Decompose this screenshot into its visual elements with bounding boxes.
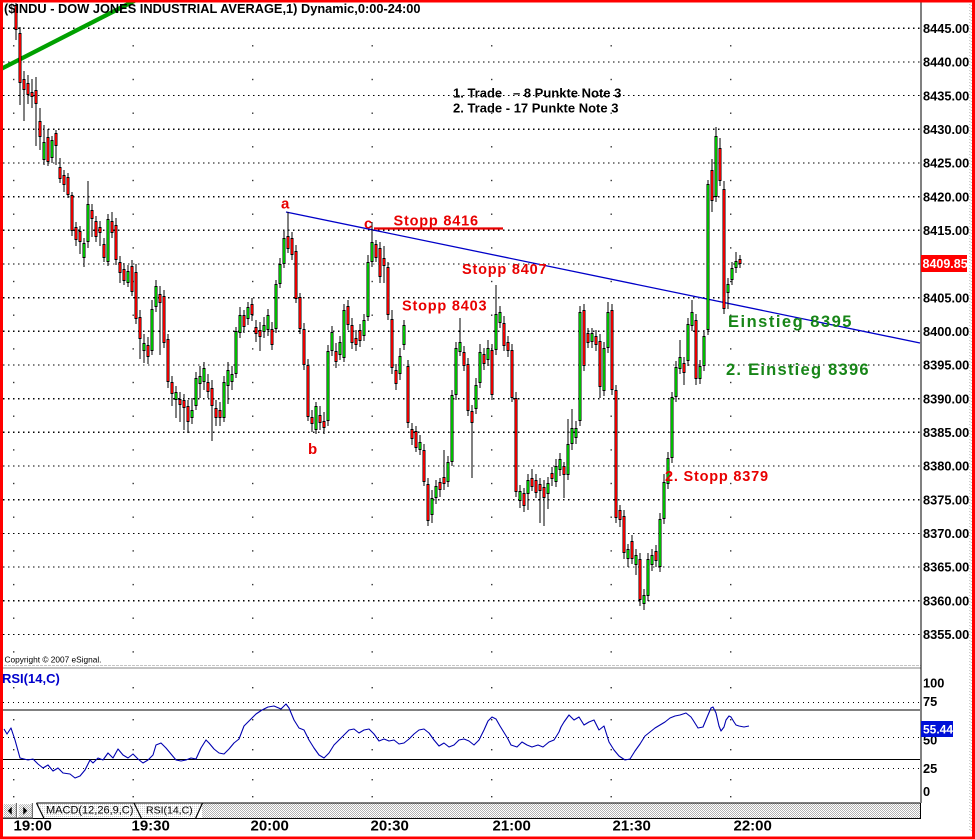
svg-text:b: b (308, 441, 317, 458)
svg-text:25: 25 (923, 761, 937, 776)
svg-text:($INDU - DOW JONES INDUSTRIAL: ($INDU - DOW JONES INDUSTRIAL AVERAGE,1)… (4, 1, 420, 16)
svg-text:0: 0 (923, 784, 930, 799)
svg-text:Einstieg 8395: Einstieg 8395 (728, 313, 853, 331)
svg-text:8400.00: 8400.00 (923, 324, 969, 339)
svg-text:RSI(14,C): RSI(14,C) (2, 671, 60, 686)
svg-text:2. Einstieg 8396: 2. Einstieg 8396 (726, 361, 870, 379)
svg-text:100: 100 (923, 676, 944, 691)
svg-text:8415.00: 8415.00 (923, 223, 969, 238)
svg-text:8425.00: 8425.00 (923, 156, 969, 171)
svg-text:8385.00: 8385.00 (923, 425, 969, 440)
svg-text:20:00: 20:00 (251, 818, 289, 835)
svg-text:55.44: 55.44 (923, 723, 953, 737)
svg-text:21:30: 21:30 (613, 818, 651, 835)
svg-text:8435.00: 8435.00 (923, 88, 969, 103)
svg-text:19:30: 19:30 (132, 818, 170, 835)
svg-text:8355.00: 8355.00 (923, 627, 969, 642)
svg-text:Copyright © 2007 eSignal.: Copyright © 2007 eSignal. (5, 655, 102, 665)
svg-text:19:00: 19:00 (14, 818, 52, 835)
svg-text:Stopp 8403: Stopp 8403 (402, 299, 487, 315)
svg-text:21:00: 21:00 (493, 818, 531, 835)
svg-text:8445.00: 8445.00 (923, 21, 969, 36)
svg-text:8395.00: 8395.00 (923, 358, 969, 373)
svg-text:8409.85: 8409.85 (923, 257, 968, 271)
svg-text:8360.00: 8360.00 (923, 593, 969, 608)
svg-text:8405.00: 8405.00 (923, 290, 969, 305)
svg-text:8420.00: 8420.00 (923, 189, 969, 204)
svg-text:22:00: 22:00 (734, 818, 772, 835)
svg-text:c: c (364, 216, 372, 233)
svg-text:8380.00: 8380.00 (923, 459, 969, 474)
svg-text:8365.00: 8365.00 (923, 560, 969, 575)
svg-text:8390.00: 8390.00 (923, 391, 969, 406)
svg-text:8375.00: 8375.00 (923, 492, 969, 507)
svg-text:2. Trade - 17 Punkte Note 3: 2. Trade - 17 Punkte Note 3 (453, 101, 618, 116)
svg-text:Stopp 8416: Stopp 8416 (394, 214, 479, 230)
svg-text:2. Stopp 8379: 2. Stopp 8379 (665, 469, 769, 485)
svg-text:8370.00: 8370.00 (923, 526, 969, 541)
svg-text:a: a (281, 196, 290, 213)
svg-text:8440.00: 8440.00 (923, 55, 969, 70)
svg-text:75: 75 (923, 694, 937, 709)
svg-text:MACD(12,26,9,C): MACD(12,26,9,C) (46, 805, 133, 817)
svg-text:RSI(14,C): RSI(14,C) (146, 805, 193, 817)
svg-text:8430.00: 8430.00 (923, 122, 969, 137)
svg-text:20:30: 20:30 (371, 818, 409, 835)
svg-text:Stopp 8407: Stopp 8407 (462, 262, 547, 278)
svg-text:1. Trade – 8 Punkte Note 3: 1. Trade – 8 Punkte Note 3 (453, 86, 621, 101)
